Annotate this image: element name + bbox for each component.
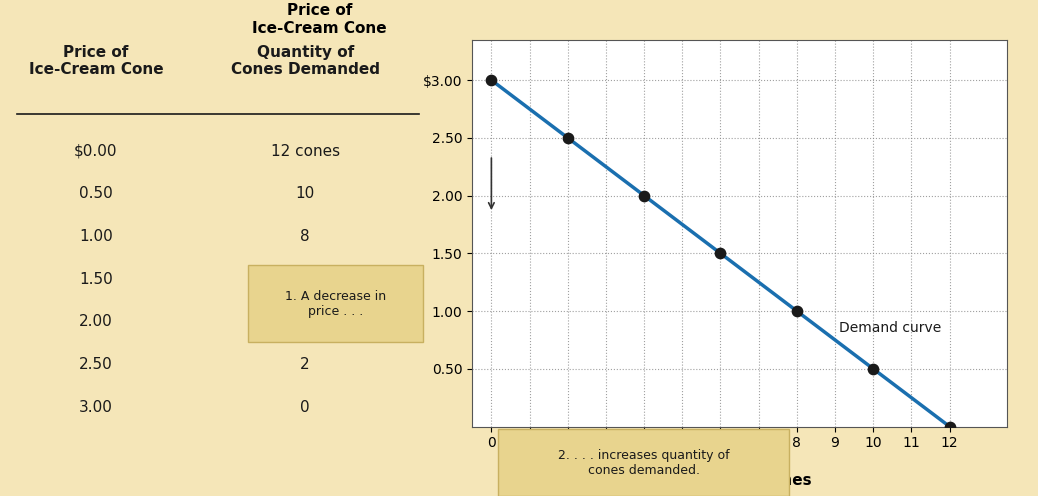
Text: 4: 4 bbox=[300, 314, 310, 329]
Point bbox=[483, 76, 499, 84]
Text: 2.00: 2.00 bbox=[79, 314, 113, 329]
Text: Quantity of
Cones Demanded: Quantity of Cones Demanded bbox=[230, 45, 380, 77]
Point bbox=[789, 307, 805, 315]
Text: 1. A decrease in
price . . .: 1. A decrease in price . . . bbox=[285, 290, 386, 318]
X-axis label: Quantity of
Ice-Cream Cones: Quantity of Ice-Cream Cones bbox=[667, 456, 812, 488]
FancyBboxPatch shape bbox=[248, 265, 422, 342]
Point bbox=[559, 134, 576, 142]
Text: Demand curve: Demand curve bbox=[839, 321, 941, 335]
Text: 3.00: 3.00 bbox=[79, 400, 113, 415]
Text: Price of
Ice-Cream Cone: Price of Ice-Cream Cone bbox=[29, 45, 163, 77]
Text: 8: 8 bbox=[300, 229, 310, 244]
Text: 1.00: 1.00 bbox=[79, 229, 113, 244]
Text: 12 cones: 12 cones bbox=[271, 144, 339, 159]
Point bbox=[712, 249, 729, 257]
Point bbox=[941, 423, 958, 431]
Text: 1.50: 1.50 bbox=[79, 272, 113, 287]
Text: 6: 6 bbox=[300, 272, 310, 287]
Text: 0: 0 bbox=[300, 400, 310, 415]
Text: 10: 10 bbox=[296, 186, 315, 201]
Text: 2: 2 bbox=[300, 357, 310, 372]
Text: 2. . . . increases quantity of
cones demanded.: 2. . . . increases quantity of cones dem… bbox=[557, 448, 730, 477]
Text: 0.50: 0.50 bbox=[79, 186, 113, 201]
Text: Price of
Ice-Cream Cone: Price of Ice-Cream Cone bbox=[252, 3, 387, 36]
Text: 2.50: 2.50 bbox=[79, 357, 113, 372]
Text: $0.00: $0.00 bbox=[74, 144, 117, 159]
Point bbox=[865, 365, 881, 373]
Point bbox=[636, 191, 653, 199]
